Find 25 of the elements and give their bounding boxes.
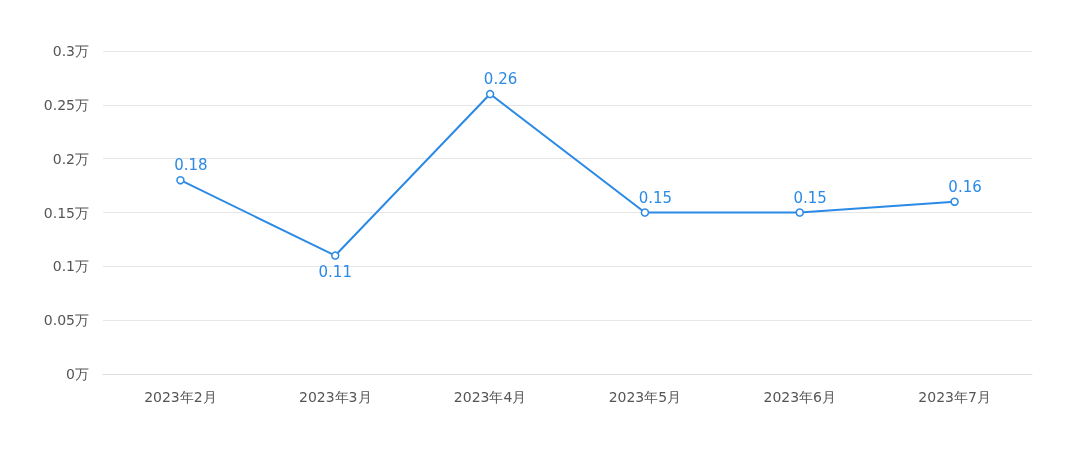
- point: [176, 175, 185, 185]
- data-label: 0.11: [318, 263, 352, 282]
- point: [640, 208, 650, 217]
- y-tick-label: 0.05万: [43, 312, 89, 329]
- point: [795, 208, 804, 217]
- data-label: 0.15: [638, 188, 673, 207]
- point: [485, 89, 495, 99]
- x-tick-label: 2023年7月: [918, 389, 991, 405]
- x-tick-label: 2023年5月: [608, 389, 682, 405]
- x-tick-label: 2023年6月: [763, 389, 837, 405]
- y-tick-label: 0.15万: [43, 204, 89, 221]
- point: [950, 197, 959, 206]
- data-label: 0.18: [174, 156, 208, 175]
- point: [331, 251, 340, 260]
- y-tick-label: 0.2万: [52, 150, 89, 167]
- x-tick-label: 2023年2月: [144, 389, 217, 405]
- data-label: 0.15: [793, 188, 827, 207]
- x-tick-label: 2023年3月: [298, 389, 372, 405]
- data-label: 0.16: [948, 177, 982, 196]
- data-label: 0.26: [483, 70, 518, 89]
- y-tick-label: 0.1万: [52, 258, 89, 275]
- y-tick-label: 0.25万: [43, 96, 89, 113]
- y-tick-label: 0万: [66, 366, 89, 382]
- x-tick-label: 2023年4月: [453, 389, 527, 405]
- y-tick-label: 0.3万: [52, 43, 89, 59]
